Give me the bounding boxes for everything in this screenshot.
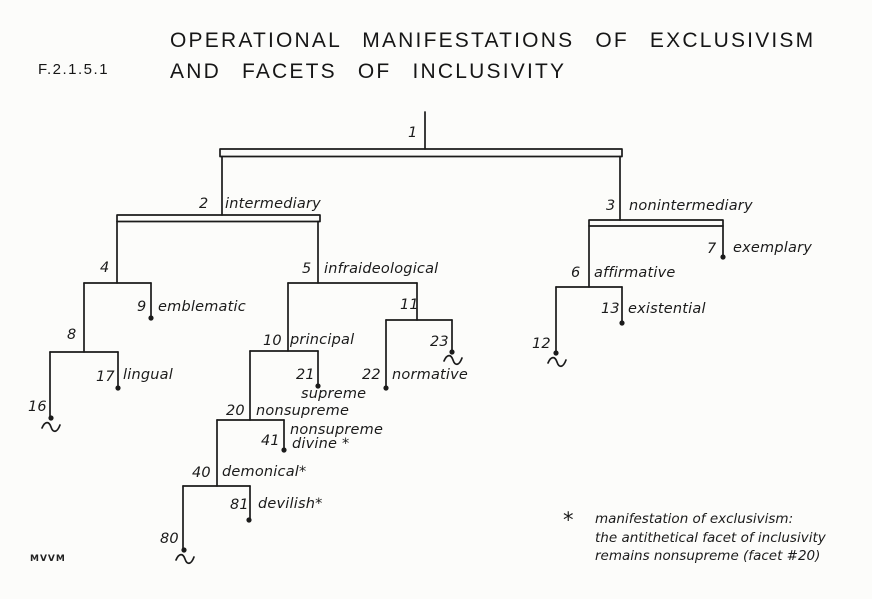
figure-id: F.2.1.5.1 — [38, 61, 110, 78]
node-number-16: 16 — [28, 399, 47, 415]
node-label-nonsupreme-divine-line2: divine * — [292, 436, 350, 452]
node-number-20: 20 — [226, 403, 245, 419]
artist-signature: MVVM — [30, 554, 66, 564]
node-number-12: 12 — [532, 336, 551, 352]
node-label-nonsupreme-divine-line1: nonsupreme — [290, 422, 384, 438]
node-number-6: 6 — [571, 265, 581, 281]
node-label-emblematic: emblematic — [158, 299, 246, 315]
node-number-3: 3 — [606, 198, 616, 214]
node-number-5: 5 — [302, 261, 312, 277]
node-number-22: 22 — [362, 367, 381, 383]
node-number-11: 11 — [400, 297, 419, 313]
node-number-9: 9 — [137, 299, 147, 315]
continuation-tilde-marks — [41, 354, 567, 565]
footnote-line2: the antithetical facet of inclusivity — [595, 529, 826, 546]
footnote-line3: remains nonsupreme (facet #20) — [595, 548, 821, 564]
node-number-4: 4 — [100, 260, 110, 276]
node-label-normative: normative — [392, 367, 469, 383]
node-number-80: 80 — [160, 531, 179, 547]
node-number-10: 10 — [263, 333, 282, 349]
footnote-asterisk-icon: * — [563, 508, 574, 532]
leaf-end-dots — [48, 254, 726, 553]
node-number-2: 2 — [199, 196, 209, 212]
node-number-40: 40 — [192, 465, 211, 481]
node-number-13: 13 — [601, 301, 620, 317]
node-number-41: 41 — [261, 433, 280, 449]
node-label-affirmative: affirmative — [594, 265, 676, 281]
node-label-existential: existential — [628, 301, 706, 317]
node-label-devilish: devilish* — [258, 496, 323, 512]
footnote: manifestation of exclusivism: the antith… — [595, 510, 826, 566]
node-number-21: 21 — [296, 367, 315, 383]
node-number-17: 17 — [96, 369, 115, 385]
node-label-principal: principal — [290, 332, 355, 348]
node-label-lingual: lingual — [123, 367, 173, 383]
figure-title-line2: AND FACETS OF INCLUSIVITY — [170, 60, 567, 83]
node-number-81: 81 — [230, 497, 249, 513]
figure-title-line1: OPERATIONAL MANIFESTATIONS OF EXCLUSIVIS… — [170, 29, 816, 52]
node-label-demonical: demonical* — [222, 464, 307, 480]
node-label-nonsupreme: nonsupreme — [256, 403, 350, 419]
tree-branch-lines — [49, 111, 724, 549]
footnote-line1: manifestation of exclusivism: — [595, 511, 794, 527]
node-label-infraideological: infraideological — [324, 261, 439, 277]
node-number-1: 1 — [408, 125, 418, 141]
node-number-23: 23 — [430, 334, 449, 350]
node-label-intermediary: intermediary — [225, 196, 321, 212]
node-label-nonintermediary: nonintermediary — [629, 198, 753, 214]
node-label-supreme: supreme — [301, 386, 367, 402]
node-number-8: 8 — [67, 327, 77, 343]
node-label-exemplary: exemplary — [733, 240, 813, 256]
node-number-7: 7 — [707, 241, 717, 257]
